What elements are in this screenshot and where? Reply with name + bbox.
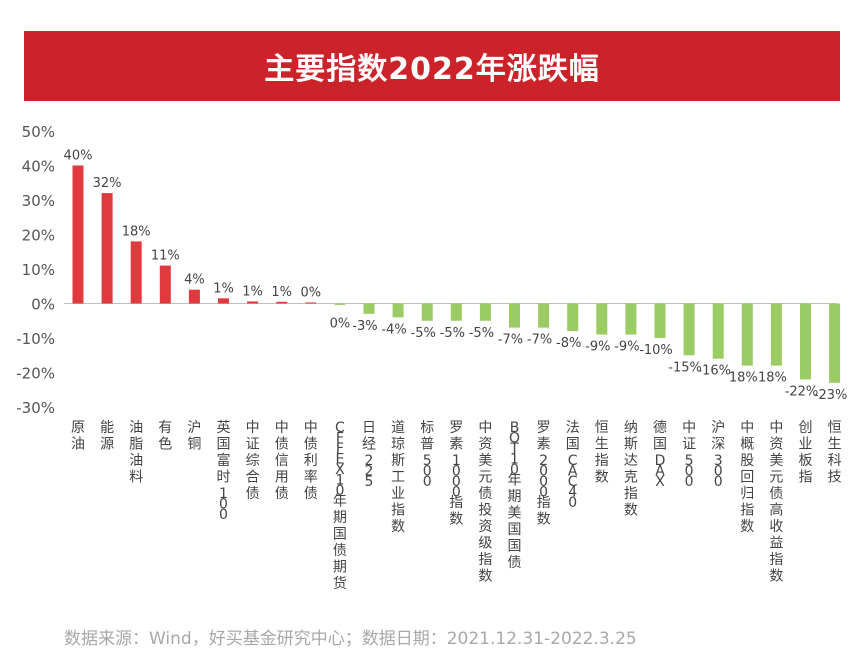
data-label: -5% [411,326,436,341]
bar [392,303,404,318]
x-tick-label: 英国富时 1 0 0 [217,419,231,523]
data-label: -15% [668,360,702,375]
data-label: -9% [614,340,639,355]
data-label: -3% [352,319,377,334]
bar [130,241,142,304]
x-tick-label: 标普 5 0 0 [420,420,434,490]
bar [218,298,229,304]
bar [800,303,811,380]
data-label: -5% [440,326,465,341]
chart-title: 主要指数2022年涨跌幅 [264,52,600,87]
data-label: -23% [814,388,848,403]
source-note: 数据来源：Wind，好买基金研究中心；数据日期：2021.12.31-2022.… [64,629,637,649]
data-label: -5% [469,326,494,341]
bar [421,303,433,321]
bar [101,193,113,304]
x-tick-label: 中证 5 0 0 [682,420,696,490]
bar [596,303,608,335]
data-label: -7% [527,333,552,348]
bar [334,303,346,305]
x-tick-label: 中概股回归指数 [740,420,754,535]
bar [479,303,491,321]
y-tick-label: 50% [22,123,55,141]
data-label: 4% [184,273,205,288]
x-tick-label: 沪铜 [187,420,201,453]
x-tick-label: 能源 [100,420,114,453]
bar [654,303,666,338]
data-label: 11% [151,249,180,264]
x-tick-label: 道琼斯工业指数 [391,420,405,535]
bar [363,303,375,314]
x-tick-label: 中债信用债 [275,420,289,502]
data-label: 18% [729,371,758,386]
data-label: 1% [213,281,234,296]
y-tick-label: 20% [22,227,55,245]
data-label: -4% [381,322,406,337]
bar [276,301,288,304]
data-label: 0% [330,317,351,332]
bar [509,303,520,328]
data-label: -7% [498,333,523,348]
x-tick-label: 罗素 1 0 0 0 指数 [449,420,463,528]
x-tick-label: B O T 1 0 年期美国国债 [508,420,522,571]
bar [159,265,171,304]
x-tick-label: 中债利率债 [304,420,318,502]
bar [683,303,695,356]
data-label: -10% [639,343,673,358]
x-tick-label: 有色 [158,420,172,453]
data-label: 18% [758,371,787,386]
data-label: 32% [93,176,122,191]
bar [247,301,259,304]
x-tick-label: 沪深 3 0 0 [711,420,725,490]
x-tick-label: C F F E X 1 0 年期国债期货 [333,420,347,592]
data-label: 1% [242,284,263,299]
y-tick-label: -10% [16,330,55,348]
chart-title-banner: 主要指数2022年涨跌幅 [24,31,840,101]
bar [829,303,841,383]
x-tick-label: 日经 2 2 5 [362,420,376,490]
bar [741,303,753,366]
data-label: -8% [556,336,581,351]
x-tick-label: 原油 [71,420,85,453]
bar [770,303,782,366]
x-tick-label: 纳斯达克指数 [624,420,638,519]
x-tick-label: 恒生指数 [595,420,609,486]
x-tick-label: 中证综合债 [246,420,260,502]
data-label: -16% [697,364,731,379]
bar [72,165,84,304]
bar [450,303,462,321]
x-tick-label: 恒生科技 [828,420,842,486]
bar [538,303,550,328]
y-tick-label: 30% [22,192,55,210]
bar [712,303,724,359]
x-tick-label: 创业板指 [799,420,813,486]
y-tick-label: 0% [31,296,55,314]
y-tick-label: 10% [22,261,55,279]
data-label: 40% [64,149,93,164]
y-tick-label: 40% [22,158,55,176]
y-tick-label: -20% [16,365,55,383]
data-label: 1% [271,285,292,300]
x-tick-label: 法国 C A C 4 0 [566,420,580,511]
x-tick-label: 中资美元债高收益指数 [769,420,783,585]
bar [305,302,317,304]
data-label: -9% [585,340,610,355]
data-label: -22% [785,384,819,399]
bar [188,289,200,304]
bar [625,303,637,335]
y-tick-label: -30% [16,399,55,417]
x-tick-label: 德国 D A X [653,420,667,490]
data-label: 0% [300,285,321,300]
x-tick-label: 油脂油料 [129,420,143,486]
data-label: 18% [122,224,151,239]
x-tick-label: 罗素 2 0 0 0 指数 [537,420,551,528]
bar [567,303,579,332]
x-tick-label: 中资美元债投资级指数 [478,420,492,585]
